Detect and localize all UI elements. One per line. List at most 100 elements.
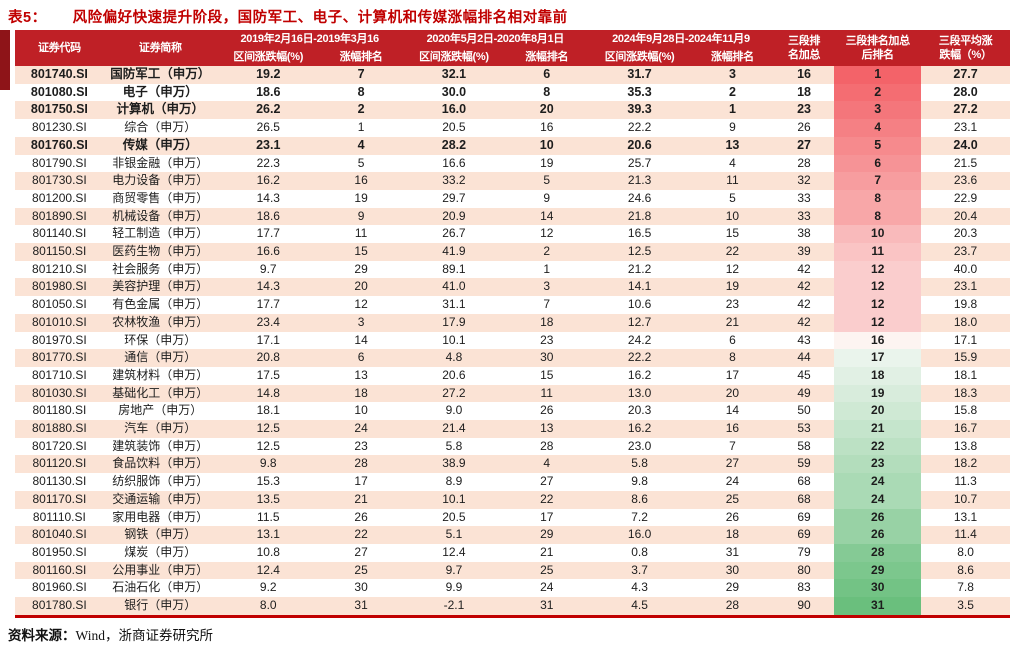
cell-rank-2019: 29 <box>354 261 368 276</box>
cell-rank-2020: 15 <box>540 367 554 382</box>
cell-avg-chg: 20.4 <box>953 208 978 223</box>
cell-code: 801230.SI <box>32 120 87 135</box>
cell-rank-2019: 2 <box>357 102 365 117</box>
cell-name: 公用事业（申万） <box>112 562 209 577</box>
cell-rank-2020: 22 <box>540 491 554 506</box>
table-row: 801130.SI 纺织服饰（申万） 15.3 17 8.9 27 9.8 24 68 24 11.… <box>15 473 1010 491</box>
cell-name: 非银金融（申万） <box>112 155 209 170</box>
cell-rank-2024: 4 <box>729 155 736 170</box>
cell-name: 电子（申万） <box>122 84 198 99</box>
cell-final-rank: 18 <box>834 366 922 385</box>
cell-avg-chg: 40.0 <box>953 261 978 276</box>
cell-code: 801210.SI <box>32 261 87 276</box>
cell-rank-2019: 10 <box>354 403 368 418</box>
cell-rank-2020: 10 <box>539 137 554 152</box>
source-label: 资料来源： <box>8 628 76 643</box>
cell-chg-2019: 14.3 <box>256 190 280 205</box>
cell-chg-2024: 4.3 <box>631 580 648 595</box>
cell-rank-sum: 83 <box>797 580 811 595</box>
cell-chg-2019: 13.1 <box>256 527 280 542</box>
cell-rank-sum: 68 <box>797 491 811 506</box>
cell-rank-2024: 31 <box>725 544 740 559</box>
cell-final-rank: 19 <box>834 384 922 403</box>
cell-chg-2020: 5.1 <box>445 527 463 542</box>
table-row: 801760.SI 传媒（申万） 23.1 4 28.2 10 20.6 13 27 5 24.0 <box>15 136 1010 155</box>
cell-avg-chg: 15.9 <box>953 350 978 365</box>
cell-rank-sum: 44 <box>797 350 811 365</box>
table-row: 801180.SI 房地产（申万） 18.1 10 9.0 26 20.3 14 50 20 15.… <box>15 402 1010 421</box>
cell-chg-2019: 26.2 <box>256 102 281 117</box>
cell-rank-sum: 53 <box>797 421 811 436</box>
cell-rank-2024: 10 <box>725 208 740 223</box>
cell-rank-sum: 50 <box>797 403 811 418</box>
cell-chg-2020: 89.1 <box>442 261 466 276</box>
cell-chg-2020: 10.1 <box>442 491 466 506</box>
cell-rank-2020: 1 <box>543 261 551 276</box>
cell-final-rank: 28 <box>834 543 922 562</box>
cell-final-rank: 8 <box>834 189 922 208</box>
cell-rank-2020: 29 <box>540 527 554 542</box>
table-row: 801140.SI 轻工制造（申万） 17.7 11 26.7 12 16.5 15 38 10 2… <box>15 225 1010 244</box>
cell-avg-chg: 23.1 <box>953 120 978 135</box>
cell-chg-2024: 10.6 <box>627 297 652 312</box>
cell-chg-2020: 12.4 <box>442 544 466 559</box>
cell-rank-sum: 38 <box>797 226 811 241</box>
cell-rank-2019: 13 <box>354 367 368 382</box>
table-row: 801790.SI 非银金融（申万） 22.3 5 16.6 19 25.7 4 28 6 21.5 <box>15 154 1010 173</box>
cell-rank-2024: 17 <box>725 367 740 382</box>
cell-rank-2019: 27 <box>354 544 368 559</box>
cell-chg-2019: 16.2 <box>256 173 280 188</box>
cell-chg-2020: 20.6 <box>442 367 466 382</box>
cell-rank-2020: 13 <box>540 421 554 436</box>
cell-code: 801160.SI <box>32 562 87 577</box>
table-row: 801980.SI 美容护理（申万） 14.3 20 41.0 3 14.1 19 42 12 23… <box>15 278 1010 297</box>
table-row: 801200.SI 商贸零售（申万） 14.3 19 29.7 9 24.6 5 33 8 22.9 <box>15 189 1010 208</box>
cell-chg-2019: 12.5 <box>256 438 280 453</box>
cell-chg-2020: 21.4 <box>442 421 466 436</box>
cell-chg-2020: 9.0 <box>445 403 463 418</box>
sub-header-rank-2024: 涨幅排名 <box>691 48 774 66</box>
cell-final-rank: 2 <box>834 83 922 102</box>
cell-avg-chg: 18.1 <box>953 367 978 382</box>
cell-rank-2019: 24 <box>354 421 368 436</box>
cell-rank-sum: 33 <box>797 190 811 205</box>
cell-rank-2020: 4 <box>543 456 551 471</box>
cell-chg-2024: 16.2 <box>627 367 652 382</box>
final-rank-line2: 后排名 <box>861 49 894 61</box>
cell-rank-2020: 2 <box>543 244 551 259</box>
header-row-1: 证券代码 证券简称 2019年2月16日-2019年3月16 2020年5月2日… <box>15 30 1010 66</box>
cell-final-rank: 3 <box>834 101 922 120</box>
cell-name: 有色金属（申万） <box>112 297 209 312</box>
cell-avg-chg: 23.7 <box>953 244 978 259</box>
cell-code: 801040.SI <box>32 527 87 542</box>
cell-final-rank: 17 <box>834 349 922 367</box>
cell-avg-chg: 18.3 <box>953 385 978 400</box>
cell-rank-2019: 8 <box>357 84 365 99</box>
cell-rank-2019: 3 <box>357 314 365 329</box>
sector-performance-table: 证券代码 证券简称 2019年2月16日-2019年3月16 2020年5月2日… <box>15 30 1010 618</box>
cell-code: 801170.SI <box>32 491 87 506</box>
cell-chg-2024: 16.2 <box>627 421 652 436</box>
cell-rank-2019: 21 <box>354 491 368 506</box>
cell-rank-2020: 3 <box>543 279 551 294</box>
table-row: 801030.SI 基础化工（申万） 14.8 18 27.2 11 13.0 20 49 19 1… <box>15 384 1010 403</box>
table-row: 801120.SI 食品饮料（申万） 9.8 28 38.9 4 5.8 27 59 23 18.2 <box>15 455 1010 474</box>
cell-rank-sum: 42 <box>797 314 811 329</box>
cell-rank-sum: 23 <box>797 102 811 117</box>
cell-rank-sum: 69 <box>797 527 811 542</box>
cell-code: 801890.SI <box>32 208 87 223</box>
cell-code: 801180.SI <box>32 403 87 418</box>
cell-code: 801750.SI <box>30 102 88 117</box>
cell-chg-2019: 19.2 <box>256 67 281 81</box>
cell-rank-2020: 11 <box>540 385 553 400</box>
cell-rank-sum: 32 <box>797 173 811 188</box>
cell-code: 801710.SI <box>32 367 87 382</box>
cell-chg-2020: 30.0 <box>441 84 467 99</box>
table-row: 801770.SI 通信（申万） 20.8 6 4.8 30 22.2 8 44 17 15.9 <box>15 349 1010 367</box>
cell-rank-2024: 12 <box>725 261 740 276</box>
cell-chg-2020: 41.0 <box>442 279 466 294</box>
cell-rank-2019: 19 <box>354 190 368 205</box>
cell-rank-2020: 31 <box>540 598 554 613</box>
cell-avg-chg: 8.0 <box>957 544 974 559</box>
cell-rank-2020: 25 <box>540 562 554 577</box>
